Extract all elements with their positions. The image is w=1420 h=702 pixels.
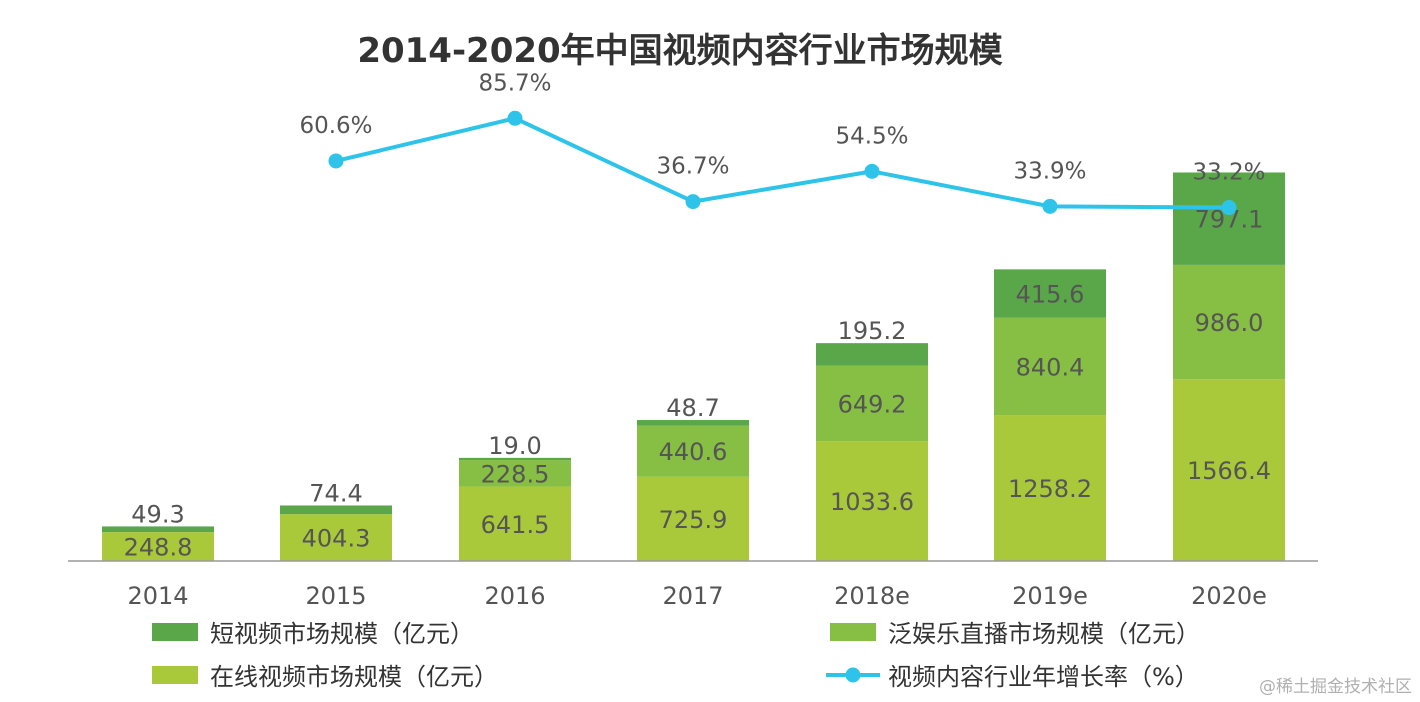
bar-2016-series-1 xyxy=(459,460,571,487)
bar-value-label: 1258.2 xyxy=(1008,475,1092,503)
growth-rate-point xyxy=(864,163,880,179)
bar-2014-series-2 xyxy=(102,526,214,533)
bar-2014-series-0 xyxy=(102,532,214,561)
bar-value-label: 725.9 xyxy=(659,506,728,534)
legend-swatch xyxy=(830,623,876,641)
x-tick-label: 2015 xyxy=(305,582,366,610)
growth-rate-point xyxy=(1221,200,1237,216)
bar-2016-series-0 xyxy=(459,486,571,561)
bar-2020e-series-1 xyxy=(1173,264,1285,380)
growth-rate-line xyxy=(335,116,1230,210)
bar-value-label: 19.0 xyxy=(488,432,541,460)
bar-2020e-series-0 xyxy=(1173,379,1285,561)
legend-label: 短视频市场规模（亿元） xyxy=(210,620,474,648)
x-tick-label: 2017 xyxy=(662,582,723,610)
bar-value-label: 649.2 xyxy=(838,390,907,418)
x-tick-label: 2014 xyxy=(127,582,188,610)
x-tick-label: 2020e xyxy=(1191,582,1267,610)
bar-2015-series-2 xyxy=(280,505,392,515)
growth-rate-point xyxy=(1042,198,1058,214)
bar-2019e-series-1 xyxy=(994,317,1106,416)
bar-2016-series-2 xyxy=(459,457,571,461)
bar-value-label: 48.7 xyxy=(666,394,719,422)
bar-2017-series-2 xyxy=(637,420,749,426)
legend: 短视频市场规模（亿元） 泛娱乐直播市场规模（亿元） 在线视频市场规模（亿元） 视频内容… xyxy=(152,620,1200,691)
bar-value-label: 1033.6 xyxy=(830,488,914,516)
bar-value-label: 1566.4 xyxy=(1187,457,1271,485)
bar-value-label: 228.5 xyxy=(481,460,550,488)
legend-label: 泛娱乐直播市场规模（亿元） xyxy=(888,620,1200,648)
legend-swatch xyxy=(152,623,198,641)
x-tick-label: 2019e xyxy=(1012,582,1088,610)
x-tick-layer: 2014 2015 2016 2017 2018e 2019e 2020e xyxy=(127,582,1266,610)
legend-label: 视频内容行业年增长率（%） xyxy=(888,663,1199,691)
bar-value-label: 840.4 xyxy=(1016,353,1085,381)
growth-rate-label: 36.7% xyxy=(656,154,729,180)
bar-2018e-series-0 xyxy=(816,441,928,561)
bar-value-label: 49.3 xyxy=(131,500,184,528)
bar-value-label: 195.2 xyxy=(838,317,907,345)
bar-2018e-series-1 xyxy=(816,365,928,442)
growth-rate-point xyxy=(685,194,701,210)
growth-rate-point xyxy=(507,110,523,126)
bar-value-label: 641.5 xyxy=(481,511,550,539)
bar-2017-series-0 xyxy=(637,476,749,561)
growth-rate-label: 33.9% xyxy=(1013,158,1086,184)
bar-value-label: 404.3 xyxy=(302,525,371,553)
growth-line-layer: 60.6% 85.7% 36.7% 54.5% 33.9% 33.2% xyxy=(299,70,1266,216)
chart-title: 2014-2020年中国视频内容行业市场规模 xyxy=(357,31,1002,71)
bar-2018e-series-2 xyxy=(816,343,928,366)
growth-rate-label: 33.2% xyxy=(1192,160,1265,186)
growth-rate-point xyxy=(328,153,344,169)
bar-2017-series-1 xyxy=(637,425,749,477)
legend-swatch xyxy=(152,666,198,684)
bar-2015-series-0 xyxy=(280,514,392,561)
bar-value-label: 440.6 xyxy=(659,438,728,466)
growth-rate-label: 85.7% xyxy=(478,70,551,96)
growth-rate-label: 54.5% xyxy=(835,123,908,149)
watermark: @稀土掘金技术社区 xyxy=(1259,677,1412,697)
bar-value-label: 415.6 xyxy=(1016,280,1085,308)
bar-value-label: 248.8 xyxy=(124,534,193,562)
x-tick-label: 2016 xyxy=(484,582,545,610)
bar-2019e-series-2 xyxy=(994,269,1106,318)
bar-label-layer: 248.8 49.3 404.3 74.4 641.5 228.519.0 725.9 440… xyxy=(124,206,1271,562)
x-tick-label: 2018e xyxy=(834,582,910,610)
growth-rate-label: 60.6% xyxy=(299,113,372,139)
bar-value-label: 986.0 xyxy=(1195,309,1264,337)
bar-2019e-series-0 xyxy=(994,415,1106,561)
legend-line-marker xyxy=(845,667,861,683)
bar-2020e-series-2 xyxy=(1173,172,1285,265)
legend-label: 在线视频市场规模（亿元） xyxy=(210,663,498,691)
bar-value-label: 74.4 xyxy=(309,479,362,507)
bar-layer xyxy=(102,172,1285,561)
